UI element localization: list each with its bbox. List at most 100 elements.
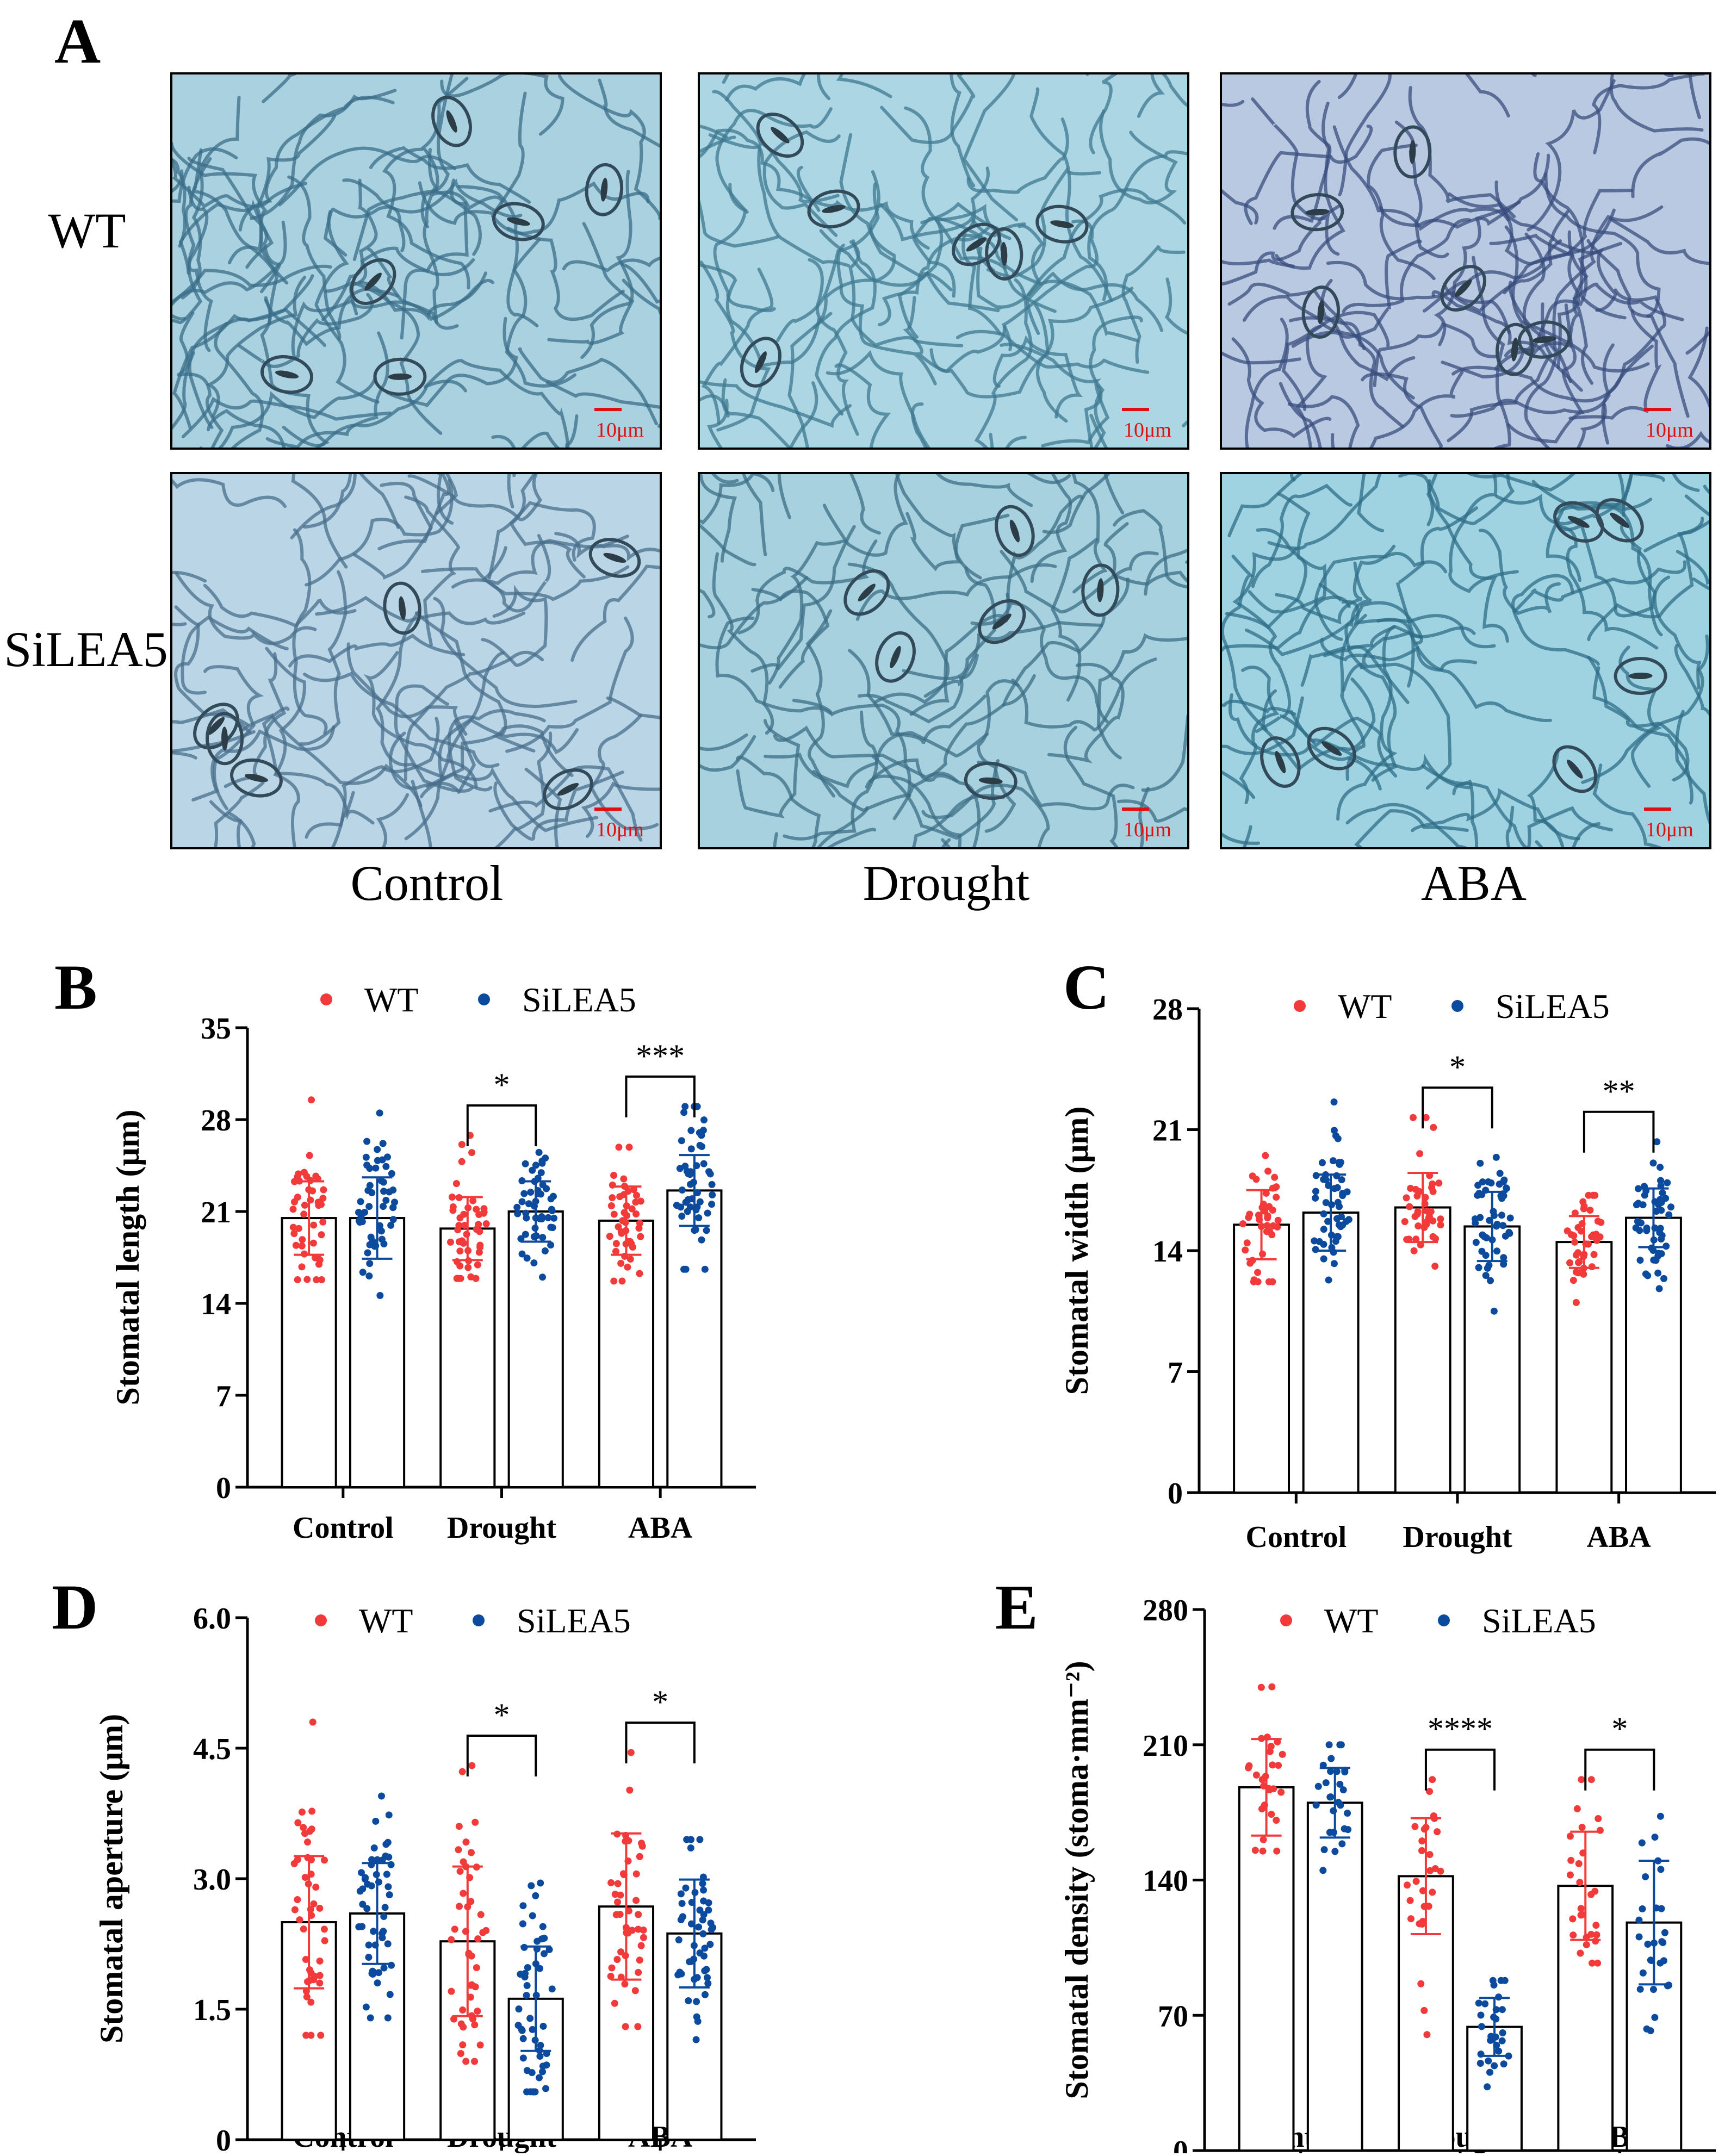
data-point [1580,1202,1588,1210]
data-point [1636,1219,1644,1227]
data-point [375,1969,382,1977]
cell-wall [1221,258,1295,268]
data-point [474,1935,482,1943]
cell-wall [1472,256,1511,449]
data-point [307,2031,315,2039]
data-point [1312,1188,1319,1195]
y-tick-label: 1.5 [193,1993,231,2027]
data-point [1414,1222,1422,1230]
data-point [1429,1888,1436,1896]
data-point [1498,1195,1506,1202]
cell-wall [1451,344,1654,403]
cell-wall [291,473,348,569]
cell-wall [699,576,809,650]
significance-label: * [494,1697,510,1733]
data-point [313,1276,320,1284]
cell-wall [826,350,932,449]
data-point [475,1221,482,1228]
data-point [522,1231,529,1238]
points-silea5 [1311,1098,1352,1284]
data-point [633,1191,641,1199]
data-point [380,1964,388,1972]
data-point [628,1205,636,1213]
data-point [636,1220,643,1227]
cell-wall [1042,473,1112,534]
cell-wall [206,276,307,418]
data-point [515,2005,523,2013]
col-label-drought: Drought [863,855,1030,911]
cell-wall [721,378,792,449]
cell-wall [394,684,474,793]
cell-wall [836,73,892,98]
data-point [541,1950,548,1958]
data-point [1656,1812,1664,1820]
data-point [693,2013,700,2021]
data-point [1575,1860,1583,1867]
y-tick-label: 6.0 [193,1602,231,1636]
significance-bracket [1424,1748,1496,1791]
data-point [379,1140,387,1147]
cell-wall [880,73,976,145]
data-point [632,1210,640,1218]
data-point [380,1913,388,1921]
data-point [1337,1159,1344,1166]
data-point [1330,1260,1338,1267]
data-point [468,1762,476,1769]
data-point [456,1867,464,1875]
data-point [1407,1184,1414,1192]
data-point [677,1890,685,1898]
data-point [456,1903,463,1910]
data-point [628,1927,636,1934]
data-point [467,1898,475,1905]
data-point [1401,1218,1409,1226]
data-point [1273,1847,1281,1855]
data-point [302,2031,310,2039]
data-point [539,1923,547,1930]
data-point [1661,1929,1668,1936]
data-point [547,1223,555,1231]
cell-wall [974,278,1033,449]
data-point [523,1982,531,1990]
micrograph-frame [698,472,1189,849]
data-point [1334,1233,1342,1240]
bar-silea5 [507,1210,564,1488]
cell-wall [590,714,659,831]
data-point [386,1991,394,1998]
cell-wall [303,672,500,768]
bar-wt [1238,1786,1295,2152]
data-point [537,1190,544,1198]
data-point [384,1883,392,1891]
data-point [1498,2037,1506,2045]
data-point [523,1254,531,1262]
data-point [462,2058,470,2065]
data-point [1474,1182,1482,1189]
data-point [389,1204,397,1211]
data-point [462,1838,470,1846]
data-point [636,1270,643,1277]
cell-wall [181,615,289,695]
data-point [535,2074,543,2082]
data-point [1269,1278,1276,1285]
cell-wall [865,774,962,848]
cell-wall [622,278,661,316]
data-point [696,1836,704,1843]
cell-wall [299,570,348,746]
data-point [514,2022,522,2029]
data-point [469,1197,477,1204]
data-point [621,1980,629,1988]
data-point [1259,1250,1267,1258]
data-point [693,1189,701,1197]
data-point [1643,2025,1651,2033]
data-point [637,1233,644,1240]
cell-wall [171,141,289,285]
data-point [318,1231,325,1239]
data-point [1490,1307,1498,1315]
stoma [1614,657,1667,695]
data-point [687,1920,695,1928]
cell-wall [1227,473,1304,537]
stoma [740,337,781,388]
x-tick-label: Control [1246,1520,1347,1554]
data-point [1653,1138,1661,1146]
cell-wall [878,225,991,327]
data-point [1312,1801,1320,1809]
